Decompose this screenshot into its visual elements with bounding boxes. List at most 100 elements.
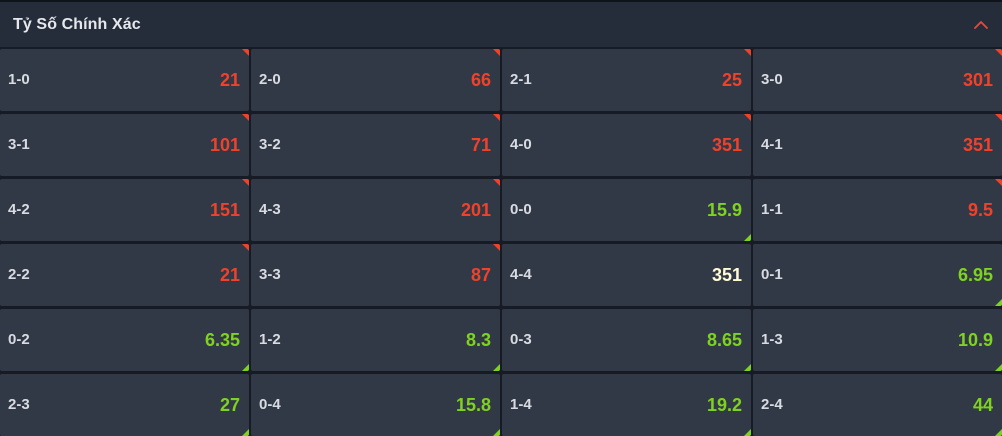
odds-down-indicator-icon: [995, 179, 1002, 186]
odds-value: 6.35: [204, 330, 240, 350]
odds-cell[interactable]: 4-1 351: [753, 114, 1002, 176]
score-label: 2-2: [8, 266, 30, 283]
panel-title: Tỷ Số Chính Xác: [13, 15, 141, 33]
odds-down-indicator-icon: [744, 114, 751, 121]
odds-down-indicator-icon: [242, 49, 249, 56]
odds-cell[interactable]: 3-2 71: [251, 114, 500, 176]
odds-value: 8.65: [706, 330, 742, 350]
odds-cell[interactable]: 1-2 8.3: [251, 309, 500, 371]
odds-down-indicator-icon: [995, 49, 1002, 56]
score-label: 0-3: [510, 331, 532, 348]
odds-value: 101: [209, 135, 240, 155]
odds-down-indicator-icon: [242, 114, 249, 121]
score-label: 4-2: [8, 201, 30, 218]
odds-cell[interactable]: 2-0 66: [251, 49, 500, 111]
odds-cell[interactable]: 4-0 351: [502, 114, 751, 176]
score-label: 1-0: [8, 71, 30, 88]
score-label: 1-1: [761, 201, 783, 218]
odds-value: 44: [972, 395, 993, 415]
odds-cell[interactable]: 1-3 10.9: [753, 309, 1002, 371]
score-label: 4-0: [510, 136, 532, 153]
score-label: 2-4: [761, 396, 783, 413]
score-label: 4-4: [510, 266, 532, 283]
score-label: 2-3: [8, 396, 30, 413]
odds-cell[interactable]: 4-4 351: [502, 244, 751, 306]
score-label: 0-0: [510, 201, 532, 218]
odds-value: 151: [209, 200, 240, 220]
odds-value: 25: [721, 70, 742, 90]
odds-down-indicator-icon: [242, 244, 249, 251]
odds-up-indicator-icon: [242, 429, 249, 436]
odds-down-indicator-icon: [493, 179, 500, 186]
odds-cell[interactable]: 1-0 21: [0, 49, 249, 111]
odds-down-indicator-icon: [493, 49, 500, 56]
panel-header[interactable]: Tỷ Số Chính Xác: [0, 0, 1002, 47]
odds-down-indicator-icon: [242, 179, 249, 186]
odds-down-indicator-icon: [995, 114, 1002, 121]
score-label: 0-2: [8, 331, 30, 348]
odds-cell[interactable]: 1-4 19.2: [502, 374, 751, 436]
odds-cell[interactable]: 1-1 9.5: [753, 179, 1002, 241]
odds-cell[interactable]: 2-4 44: [753, 374, 1002, 436]
odds-up-indicator-icon: [995, 364, 1002, 371]
odds-up-indicator-icon: [242, 364, 249, 371]
odds-cell[interactable]: 3-0 301: [753, 49, 1002, 111]
odds-value: 301: [962, 70, 993, 90]
odds-cell[interactable]: 2-1 25: [502, 49, 751, 111]
score-label: 3-1: [8, 136, 30, 153]
score-label: 3-3: [259, 266, 281, 283]
odds-up-indicator-icon: [493, 429, 500, 436]
odds-value: 201: [460, 200, 491, 220]
odds-down-indicator-icon: [493, 114, 500, 121]
odds-value: 71: [470, 135, 491, 155]
odds-value: 351: [962, 135, 993, 155]
odds-down-indicator-icon: [744, 49, 751, 56]
odds-value: 9.5: [967, 200, 993, 220]
score-label: 0-4: [259, 396, 281, 413]
odds-value: 351: [711, 265, 742, 285]
odds-value: 87: [470, 265, 491, 285]
odds-cell[interactable]: 0-4 15.8: [251, 374, 500, 436]
odds-cell[interactable]: 3-1 101: [0, 114, 249, 176]
odds-cell[interactable]: 4-2 151: [0, 179, 249, 241]
odds-cell[interactable]: 4-3 201: [251, 179, 500, 241]
score-label: 0-1: [761, 266, 783, 283]
chevron-up-icon[interactable]: [970, 14, 992, 36]
score-label: 1-2: [259, 331, 281, 348]
score-label: 2-0: [259, 71, 281, 88]
score-label: 1-4: [510, 396, 532, 413]
odds-up-indicator-icon: [744, 364, 751, 371]
odds-up-indicator-icon: [744, 429, 751, 436]
odds-value: 351: [711, 135, 742, 155]
odds-cell[interactable]: 2-3 27: [0, 374, 249, 436]
odds-up-indicator-icon: [995, 299, 1002, 306]
score-label: 2-1: [510, 71, 532, 88]
odds-grid: 1-0 21 2-0 66 2-1 25 3-0 301 3-1 101 3-2 71 4-0 351 4-…: [0, 47, 1002, 436]
odds-up-indicator-icon: [493, 364, 500, 371]
odds-cell[interactable]: 0-3 8.65: [502, 309, 751, 371]
odds-value: 8.3: [465, 330, 491, 350]
odds-value: 66: [470, 70, 491, 90]
odds-value: 19.2: [706, 395, 742, 415]
odds-cell[interactable]: 0-0 15.9: [502, 179, 751, 241]
odds-cell[interactable]: 0-1 6.95: [753, 244, 1002, 306]
odds-up-indicator-icon: [995, 429, 1002, 436]
score-label: 4-1: [761, 136, 783, 153]
odds-value: 10.9: [957, 330, 993, 350]
odds-cell[interactable]: 2-2 21: [0, 244, 249, 306]
odds-value: 15.9: [706, 200, 742, 220]
odds-value: 15.8: [455, 395, 491, 415]
score-label: 3-0: [761, 71, 783, 88]
odds-value: 21: [219, 70, 240, 90]
score-label: 4-3: [259, 201, 281, 218]
odds-value: 21: [219, 265, 240, 285]
score-label: 3-2: [259, 136, 281, 153]
odds-up-indicator-icon: [744, 234, 751, 241]
odds-down-indicator-icon: [493, 244, 500, 251]
odds-cell[interactable]: 0-2 6.35: [0, 309, 249, 371]
odds-value: 6.95: [957, 265, 993, 285]
odds-value: 27: [219, 395, 240, 415]
odds-cell[interactable]: 3-3 87: [251, 244, 500, 306]
score-label: 1-3: [761, 331, 783, 348]
